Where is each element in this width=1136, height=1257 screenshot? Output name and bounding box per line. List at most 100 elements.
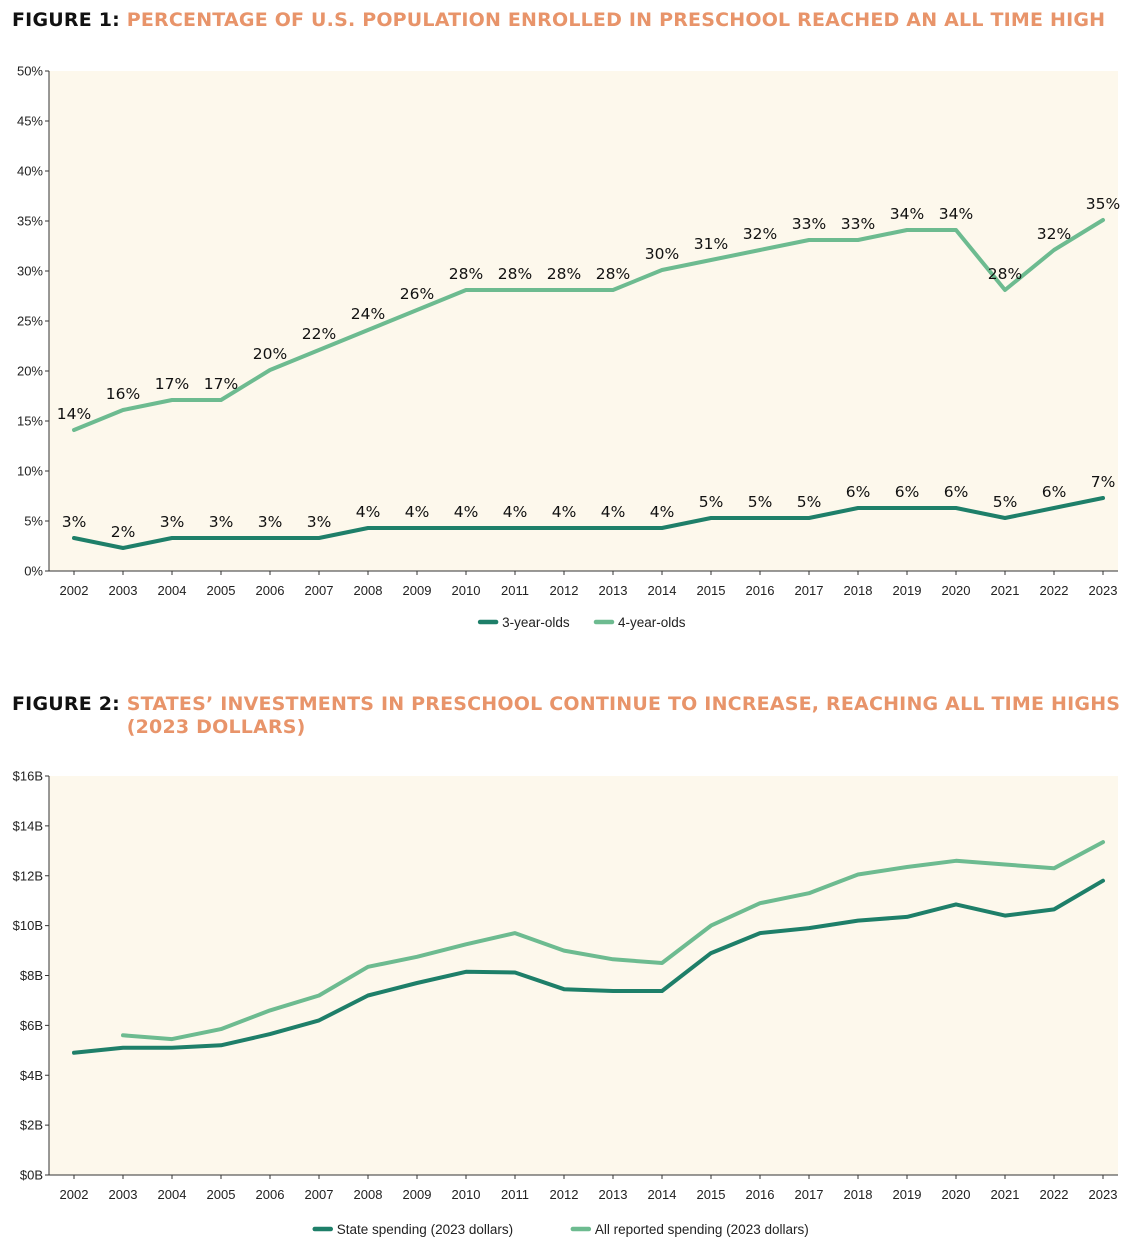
fig1-3-year-olds-data-label: 4% — [650, 503, 675, 521]
fig1-y-tick-label: 15% — [17, 414, 43, 429]
fig1-x-tick-label: 2023 — [1089, 583, 1118, 598]
fig1-3-year-olds-data-label: 3% — [307, 513, 332, 531]
fig1-y-tick-label: 10% — [17, 464, 43, 479]
fig1-4-year-olds-data-label: 34% — [890, 205, 924, 223]
fig2-x-tick-label: 2008 — [354, 1187, 383, 1202]
fig1-4-year-olds-data-label: 26% — [400, 285, 434, 303]
fig2-x-tick-label: 2021 — [991, 1187, 1020, 1202]
fig1-4-year-olds-data-label: 34% — [939, 205, 973, 223]
figure1-title-lead: FIGURE 1: — [12, 9, 120, 31]
fig1-3-year-olds-data-label: 4% — [503, 503, 528, 521]
fig1-3-year-olds-data-label: 4% — [552, 503, 577, 521]
fig1-y-tick-label: 40% — [17, 164, 43, 179]
fig1-x-tick-label: 2003 — [109, 583, 138, 598]
figure2-title-text: STATES’ INVESTMENTS IN PRESCHOOL CONTINU… — [126, 693, 1121, 738]
fig1-4-year-olds-data-label: 33% — [792, 215, 826, 233]
fig1-3-year-olds-data-label: 3% — [62, 513, 87, 531]
fig1-x-tick-label: 2006 — [256, 583, 285, 598]
fig2-y-tick-label: $10B — [13, 918, 43, 933]
fig1-4-year-olds-data-label: 32% — [1037, 225, 1071, 243]
fig1-4-year-olds-data-label: 24% — [351, 305, 385, 323]
fig2-x-tick-label: 2019 — [893, 1187, 922, 1202]
fig1-4-year-olds-data-label: 35% — [1086, 195, 1120, 213]
fig1-4-year-olds-data-label: 33% — [841, 215, 875, 233]
fig1-3-year-olds-data-label: 7% — [1091, 473, 1116, 491]
fig2-x-tick-label: 2020 — [942, 1187, 971, 1202]
fig1-4-year-olds-data-label: 28% — [498, 265, 532, 283]
fig1-3-year-olds-data-label: 6% — [846, 483, 871, 501]
fig1-y-tick-label: 0% — [24, 564, 43, 579]
fig1-x-tick-label: 2009 — [403, 583, 432, 598]
fig2-y-tick-label: $2B — [20, 1118, 43, 1133]
fig1-3-year-olds-data-label: 5% — [797, 493, 822, 511]
fig2-y-tick-label: $12B — [13, 868, 43, 883]
fig1-x-tick-label: 2008 — [354, 583, 383, 598]
fig2-legend-item: All reported spending (2023 dollars) — [570, 1222, 809, 1237]
fig2-x-tick-label: 2002 — [60, 1187, 89, 1202]
figure1-title: FIGURE 1: PERCENTAGE OF U.S. POPULATION … — [12, 9, 1105, 32]
fig1-4-year-olds-data-label: 20% — [253, 345, 287, 363]
figure2-title: FIGURE 2: STATES’ INVESTMENTS IN PRESCHO… — [12, 693, 1127, 739]
fig2-x-tick-label: 2023 — [1089, 1187, 1118, 1202]
fig1-3-year-olds-data-label: 6% — [895, 483, 920, 501]
fig1-x-tick-label: 2002 — [60, 583, 89, 598]
fig1-x-tick-label: 2004 — [158, 583, 187, 598]
fig2-x-tick-label: 2022 — [1040, 1187, 1069, 1202]
fig1-3-year-olds-data-label: 4% — [356, 503, 381, 521]
fig2-x-tick-label: 2009 — [403, 1187, 432, 1202]
fig1-3-year-olds-line — [72, 496, 1105, 550]
fig1-x-tick-label: 2013 — [599, 583, 628, 598]
fig1-y-tick-label: 45% — [17, 114, 43, 129]
fig1-4-year-olds-data-label: 30% — [645, 245, 679, 263]
fig2-y-tick-label: $8B — [20, 968, 43, 983]
fig1-3-year-olds-data-label: 4% — [405, 503, 430, 521]
fig1-plot-area — [49, 71, 1118, 571]
fig1-y-tick-label: 5% — [24, 514, 43, 529]
fig1-y-tick-label: 25% — [17, 314, 43, 329]
fig1-x-tick-label: 2016 — [746, 583, 775, 598]
fig2-x-tick-label: 2017 — [795, 1187, 824, 1202]
fig1-x-tick-label: 2022 — [1040, 583, 1069, 598]
fig1-x-tick-label: 2005 — [207, 583, 236, 598]
fig1-3-year-olds-data-label: 4% — [454, 503, 479, 521]
fig2-x-tick-label: 2003 — [109, 1187, 138, 1202]
fig2-y-tick-label: $16B — [13, 769, 43, 784]
fig1-3-year-olds-data-label: 5% — [699, 493, 724, 511]
fig1-x-tick-label: 2021 — [991, 583, 1020, 598]
fig1-3-year-olds-data-label: 4% — [601, 503, 626, 521]
fig1-x-tick-label: 2012 — [550, 583, 579, 598]
fig1-legend-item: 4-year-olds — [593, 615, 686, 630]
fig2-plot-area — [49, 776, 1118, 1175]
figure1-title-text: PERCENTAGE OF U.S. POPULATION ENROLLED I… — [126, 9, 1106, 31]
fig2-legend-label: State spending (2023 dollars) — [337, 1222, 513, 1237]
fig1-4-year-olds-data-label: 31% — [694, 235, 728, 253]
fig1-legend-label: 4-year-olds — [618, 615, 686, 630]
figure2-title-lead: FIGURE 2: — [12, 693, 120, 715]
fig1-4-year-olds-data-label: 32% — [743, 225, 777, 243]
fig1-legend-item: 3-year-olds — [477, 615, 570, 630]
fig1-3-year-olds-data-label: 3% — [209, 513, 234, 531]
fig1-y-tick-label: 20% — [17, 364, 43, 379]
fig1-3-year-olds-data-label: 2% — [111, 523, 136, 541]
fig1-x-tick-label: 2010 — [452, 583, 481, 598]
fig2-x-tick-label: 2007 — [305, 1187, 334, 1202]
fig1-4-year-olds-data-label: 28% — [988, 265, 1022, 283]
fig1-y-tick-label: 35% — [17, 214, 43, 229]
fig2-y-tick-label: $14B — [13, 818, 43, 833]
fig2-x-tick-label: 2018 — [844, 1187, 873, 1202]
fig2-y-tick-label: $6B — [20, 1018, 43, 1033]
fig2-x-tick-label: 2012 — [550, 1187, 579, 1202]
fig2-x-tick-label: 2016 — [746, 1187, 775, 1202]
fig2-x-tick-label: 2014 — [648, 1187, 677, 1202]
fig2-y-tick-label: $4B — [20, 1068, 43, 1083]
fig2-legend-label: All reported spending (2023 dollars) — [595, 1222, 809, 1237]
fig1-y-tick-label: 30% — [17, 264, 43, 279]
fig2-legend-item: State spending (2023 dollars) — [312, 1222, 513, 1237]
fig1-4-year-olds-data-label: 17% — [204, 375, 238, 393]
fig2-x-tick-label: 2005 — [207, 1187, 236, 1202]
fig1-x-tick-label: 2020 — [942, 583, 971, 598]
fig1-legend-label: 3-year-olds — [502, 615, 570, 630]
fig1-4-year-olds-data-label: 28% — [449, 265, 483, 283]
fig2-x-tick-label: 2015 — [697, 1187, 726, 1202]
